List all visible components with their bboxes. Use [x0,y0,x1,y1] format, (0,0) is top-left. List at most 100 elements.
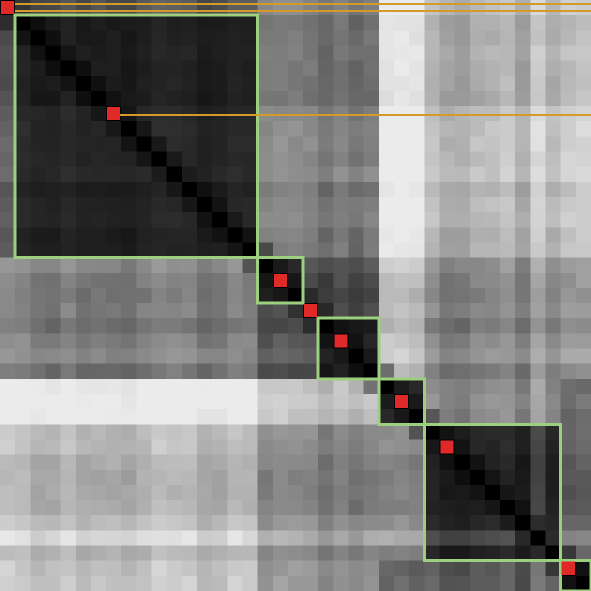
cell [303,60,319,77]
cell [530,287,547,304]
cell [409,500,425,516]
cell [500,136,516,153]
cell [484,287,501,304]
cell [348,257,365,274]
cell [227,15,244,31]
cell [363,30,380,47]
cell [181,409,198,425]
cell [227,166,244,183]
cell [424,90,441,107]
cell [106,30,122,47]
cell [227,333,244,350]
cell [363,439,380,456]
cell [75,424,92,441]
cell [560,303,577,319]
cell [0,272,16,289]
cell [242,242,259,259]
cell [348,318,365,334]
cell [484,394,501,410]
cell [424,409,441,425]
cell [136,560,153,577]
cell [287,318,304,334]
cell [484,469,501,486]
cell [242,181,259,198]
cell [363,545,380,562]
cell [454,212,471,228]
cell [212,348,228,365]
cell [272,60,289,77]
cell [151,60,168,77]
cell [424,45,441,62]
cell [181,560,198,577]
cell [151,197,168,213]
cell [378,30,395,47]
cell [439,560,456,577]
cell [227,257,244,274]
cell [575,242,591,259]
cell [469,500,486,516]
cell [439,212,456,228]
cell [90,303,107,319]
cell [484,197,501,213]
cell [287,469,304,486]
cell [0,15,16,31]
cell [15,15,31,31]
cell [227,515,244,531]
cell [15,560,31,577]
cell [333,257,350,274]
cell [333,378,350,395]
cell [227,454,244,471]
cell [394,212,410,228]
cell [378,318,395,334]
cell [75,227,92,244]
cell [166,197,183,213]
cell [500,287,516,304]
cell [454,60,471,77]
cell [333,30,350,47]
cell [287,121,304,137]
cell [469,151,486,168]
cell [303,469,319,486]
cell [363,227,380,244]
cell [348,166,365,183]
cell [530,151,547,168]
cell [348,75,365,92]
cell [0,545,16,562]
cell [136,0,153,16]
cell [75,545,92,562]
cell [227,181,244,198]
cell [287,45,304,62]
cell [439,318,456,334]
cell [530,121,547,137]
cell [318,60,334,77]
cell [90,545,107,562]
cell [45,439,62,456]
cell [257,30,274,47]
cell [75,242,92,259]
cell [272,15,289,31]
cell [333,424,350,441]
cell [394,15,410,31]
cell [530,181,547,198]
cell [575,287,591,304]
cell [60,348,77,365]
cell [530,30,547,47]
cell [181,348,198,365]
cell [394,378,410,395]
cell [530,45,547,62]
cell [181,106,198,122]
cell [515,409,531,425]
cell [333,560,350,577]
cell [469,303,486,319]
cell [560,151,577,168]
cell [515,500,531,516]
cell [575,424,591,441]
cell [136,454,153,471]
cell [227,106,244,122]
cell [424,560,441,577]
cell [378,60,395,77]
cell [318,454,334,471]
cell [106,227,122,244]
cell [484,409,501,425]
cell [424,30,441,47]
